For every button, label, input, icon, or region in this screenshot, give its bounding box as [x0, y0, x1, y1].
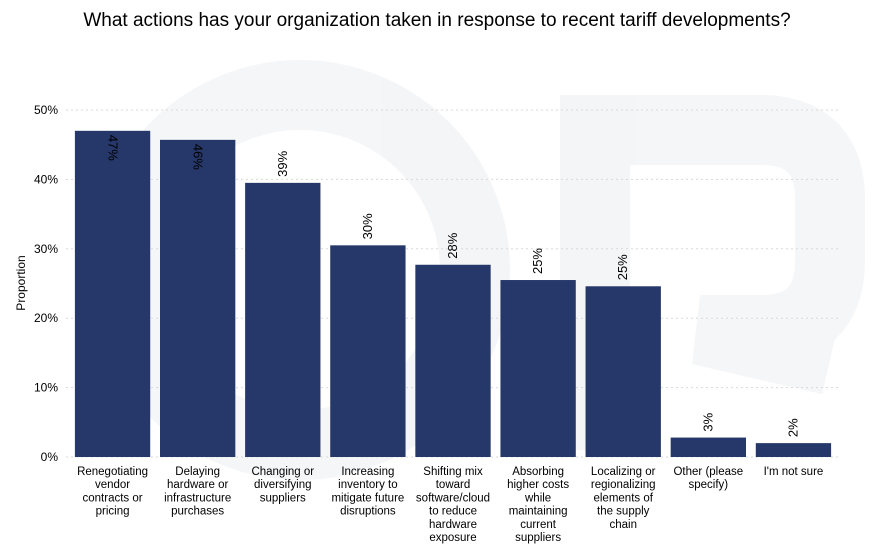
- x-tick-label-line: to reduce: [429, 506, 477, 518]
- bars: [74, 130, 832, 458]
- x-tick-label-line: Other (please: [673, 466, 743, 478]
- x-tick-label: Localizing or regionalizing elements of the…: [591, 466, 656, 531]
- x-tick-label: Increasing inventory to mitigate future dis…: [331, 466, 404, 518]
- x-tick-label-line: suppliers: [260, 492, 306, 504]
- bar: [160, 139, 236, 458]
- x-tick-label-line: higher costs: [507, 479, 569, 491]
- x-tick-label-line: vendor: [95, 479, 130, 491]
- bar: [245, 182, 321, 457]
- x-tick-label: Delaying hardware or infrastructure purchas…: [164, 466, 231, 518]
- data-label: 28%: [445, 232, 460, 258]
- x-tick-label-line: chain: [609, 519, 637, 531]
- x-tick-label-line: hardware: [429, 519, 477, 531]
- x-tick-label: I'm not sure: [764, 466, 824, 478]
- bar: [755, 443, 832, 457]
- data-label: 25%: [530, 248, 545, 274]
- x-tick-label: Shifting mix toward software/cloud to reduc…: [416, 466, 490, 544]
- y-axis-title: Proportion: [14, 255, 28, 310]
- x-tick-label: Other (please specify): [673, 466, 743, 491]
- y-tick-label: 10%: [34, 381, 58, 395]
- x-tick-label-line: maintaining: [509, 506, 568, 518]
- x-tick-label-line: Delaying: [175, 466, 220, 478]
- x-axis: Renegotiating vendor contracts or pricing De…: [77, 466, 823, 544]
- x-tick-label: Renegotiating vendor contracts or pricing: [77, 466, 148, 518]
- x-tick-label-line: Changing or: [251, 466, 314, 478]
- data-labels: 47% 46% 39% 30% 28% 25% 25% 3% 2%: [106, 135, 801, 437]
- x-tick-label-line: regionalizing: [591, 479, 656, 491]
- data-label: 46%: [191, 144, 206, 170]
- y-axis: 0% 10% 20% 30% 40% 50%: [34, 103, 58, 464]
- x-tick-label-line: current: [520, 519, 557, 531]
- x-tick-label-line: suppliers: [515, 532, 561, 544]
- y-tick-label: 20%: [34, 311, 58, 325]
- x-tick-label-line: infrastructure: [164, 492, 231, 504]
- bar: [500, 280, 576, 457]
- x-tick-label-line: inventory to: [338, 479, 397, 491]
- x-tick-label-line: specify): [689, 479, 729, 491]
- x-tick-label-line: toward: [436, 479, 471, 491]
- bar: [74, 130, 151, 457]
- data-label: 30%: [360, 213, 375, 239]
- x-tick-label-line: Localizing or: [591, 466, 656, 478]
- x-tick-label: Absorbing higher costs while maintaining cur…: [507, 466, 569, 544]
- x-tick-label-line: purchases: [171, 506, 224, 518]
- data-label: 47%: [106, 135, 121, 161]
- x-tick-label-line: elements of: [593, 492, 653, 504]
- x-tick-label-line: Absorbing: [512, 466, 564, 478]
- x-tick-label-line: mitigate future: [331, 492, 404, 504]
- data-label: 25%: [615, 254, 630, 280]
- bar: [670, 437, 746, 457]
- x-tick-label-line: hardware or: [167, 479, 229, 491]
- bar: [585, 286, 661, 457]
- x-tick-label-line: diversifying: [254, 479, 312, 491]
- y-tick-label: 50%: [34, 103, 58, 117]
- x-tick-label-line: Increasing: [341, 466, 394, 478]
- chart-title: What actions has your organization taken…: [83, 10, 791, 31]
- x-tick-label-line: disruptions: [340, 506, 396, 518]
- x-tick-label-line: software/cloud: [416, 492, 490, 504]
- x-tick-label-line: contracts or: [83, 492, 143, 504]
- data-label: 3%: [700, 412, 715, 431]
- y-tick-label: 0%: [41, 450, 59, 464]
- x-tick-label-line: pricing: [96, 506, 130, 518]
- x-tick-label: Changing or diversifying suppliers: [251, 466, 314, 504]
- x-tick-label-line: Shifting mix: [423, 466, 483, 478]
- x-tick-label-line: while: [524, 492, 551, 504]
- x-tick-label-line: Renegotiating: [77, 466, 148, 478]
- data-label: 39%: [275, 150, 290, 176]
- data-label: 2%: [785, 418, 800, 437]
- y-tick-label: 30%: [34, 242, 58, 256]
- x-tick-label-line: exposure: [429, 532, 476, 544]
- y-tick-label: 40%: [34, 172, 58, 186]
- x-tick-label-line: the supply: [597, 506, 650, 518]
- bar: [330, 245, 406, 457]
- bar: [415, 264, 491, 457]
- x-tick-label-line: I'm not sure: [764, 466, 824, 478]
